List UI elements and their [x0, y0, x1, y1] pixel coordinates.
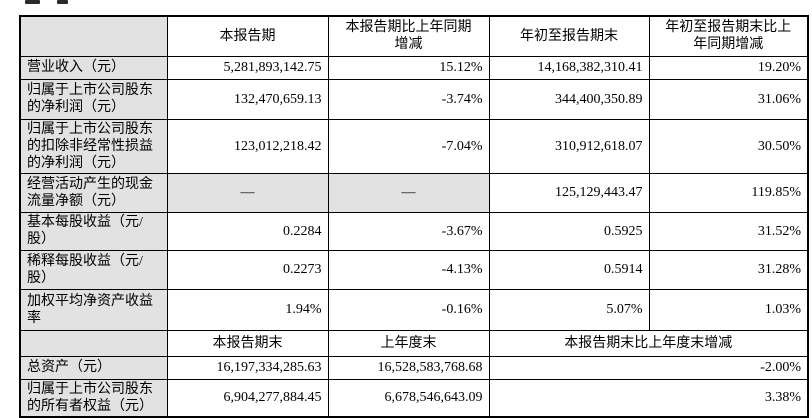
table-row-basic-eps: 基本每股收益（元/股） 0.2284 -3.67% 0.5925 31.52%: [19, 211, 809, 251]
value-cell: 119.85%: [648, 172, 809, 213]
header-ytd-yoy-change: 年初至报告期末比上 年同期增减: [648, 15, 809, 57]
header-current-period: 本报告期: [166, 15, 329, 57]
value-cell: -0.16%: [327, 288, 490, 331]
na-dash-cell: —: [327, 172, 490, 213]
table-row-revenue: 营业收入（元） 5,281,893,142.75 15.12% 14,168,3…: [19, 55, 809, 80]
header-period-end: 本报告期末: [166, 329, 329, 357]
value-cell: -4.13%: [327, 249, 490, 290]
value-cell: 6,904,277,884.45: [166, 378, 329, 418]
header-period-end-change: 本报告期末比上年度末增减: [488, 329, 809, 357]
value-cell: 16,197,334,285.63: [166, 355, 329, 380]
value-cell: 132,470,659.13: [166, 78, 329, 120]
row-label: 基本每股收益（元/股）: [19, 211, 168, 251]
header-ytd: 年初至报告期末: [488, 15, 650, 57]
value-cell: 19.20%: [648, 55, 809, 80]
value-cell: 344,400,350.89: [488, 78, 650, 120]
clipped-text-remnant: [25, 0, 40, 4]
value-cell: 0.5914: [488, 249, 650, 290]
value-cell: 1.94%: [166, 288, 329, 331]
table-row-owners-equity: 归属于上市公司股东的所有者权益（元） 6,904,277,884.45 6,67…: [19, 378, 809, 418]
value-cell: 5.07%: [488, 288, 650, 331]
value-cell: 31.52%: [648, 211, 809, 251]
header-blank-cell: [19, 329, 168, 357]
value-cell: 16,528,583,768.68: [327, 355, 490, 380]
value-cell: -3.74%: [327, 78, 490, 120]
table-row-weighted-roe: 加权平均净资产收益率 1.94% -0.16% 5.07% 1.03%: [19, 288, 809, 331]
value-cell: 0.5925: [488, 211, 650, 251]
row-label: 归属于上市公司股东的净利润（元）: [19, 78, 168, 120]
value-cell: 30.50%: [648, 118, 809, 174]
clipped-text-remnant: [57, 0, 68, 4]
value-cell: 123,012,218.42: [166, 118, 329, 174]
row-label: 稀释每股收益（元/股）: [19, 249, 168, 290]
value-cell: 0.2273: [166, 249, 329, 290]
header-row-2: 本报告期末 上年度末 本报告期末比上年度末增减: [19, 329, 809, 357]
value-cell: 125,129,443.47: [488, 172, 650, 213]
header-row-1: 本报告期 本报告期比上年同期 增减 年初至报告期末 年初至报告期末比上 年同期增…: [19, 15, 809, 57]
value-cell: 15.12%: [327, 55, 490, 80]
value-cell: 5,281,893,142.75: [166, 55, 329, 80]
table-row-total-assets: 总资产（元） 16,197,334,285.63 16,528,583,768.…: [19, 355, 809, 380]
header-blank-cell: [19, 15, 168, 57]
na-dash-cell: —: [166, 172, 329, 213]
row-label: 营业收入（元）: [19, 55, 168, 80]
table-row-net-profit: 归属于上市公司股东的净利润（元） 132,470,659.13 -3.74% 3…: [19, 78, 809, 120]
value-cell: -2.00%: [488, 355, 809, 380]
value-cell: 14,168,382,310.41: [488, 55, 650, 80]
financial-summary-table: 本报告期 本报告期比上年同期 增减 年初至报告期末 年初至报告期末比上 年同期增…: [19, 15, 809, 418]
row-label: 归属于上市公司股东的扣除非经常性损益的净利润（元）: [19, 118, 168, 174]
table-row-diluted-eps: 稀释每股收益（元/股） 0.2273 -4.13% 0.5914 31.28%: [19, 249, 809, 290]
value-cell: 31.06%: [648, 78, 809, 120]
row-label: 总资产（元）: [19, 355, 168, 380]
row-label: 加权平均净资产收益率: [19, 288, 168, 331]
value-cell: 0.2284: [166, 211, 329, 251]
header-yoy-change: 本报告期比上年同期 增减: [327, 15, 490, 57]
value-cell: 3.38%: [488, 378, 809, 418]
table-row-operating-cash-flow: 经营活动产生的现金流量净额（元） — — 125,129,443.47 119.…: [19, 172, 809, 213]
value-cell: 31.28%: [648, 249, 809, 290]
value-cell: 1.03%: [648, 288, 809, 331]
value-cell: -7.04%: [327, 118, 490, 174]
value-cell: 6,678,546,643.09: [327, 378, 490, 418]
row-label: 归属于上市公司股东的所有者权益（元）: [19, 378, 168, 418]
row-label: 经营活动产生的现金流量净额（元）: [19, 172, 168, 213]
value-cell: -3.67%: [327, 211, 490, 251]
header-prev-year-end: 上年度末: [327, 329, 490, 357]
table-row-net-profit-excl-nonrecurring: 归属于上市公司股东的扣除非经常性损益的净利润（元） 123,012,218.42…: [19, 118, 809, 174]
value-cell: 310,912,618.07: [488, 118, 650, 174]
